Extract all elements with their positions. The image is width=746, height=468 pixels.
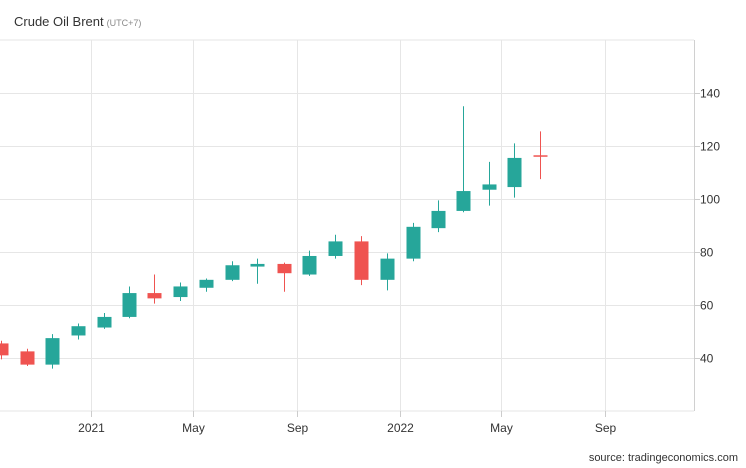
x-tick-label: May bbox=[182, 421, 205, 435]
candle-up bbox=[482, 161, 497, 206]
candle-up bbox=[225, 261, 240, 282]
candle-body bbox=[354, 241, 369, 280]
chart-title-block: Crude Oil Brent (UTC+7) bbox=[14, 13, 141, 31]
candle-body bbox=[277, 263, 292, 274]
candle-body bbox=[45, 338, 60, 365]
candle-down bbox=[533, 131, 548, 180]
candle-body bbox=[406, 226, 421, 259]
candle-body bbox=[225, 265, 240, 280]
candle-body bbox=[71, 326, 86, 336]
candle-up bbox=[431, 200, 446, 233]
x-tick-label: Sep bbox=[287, 421, 309, 435]
x-tick-label: 2022 bbox=[387, 421, 414, 435]
x-tick-label: 2021 bbox=[78, 421, 105, 435]
candle-body bbox=[380, 258, 395, 280]
candle-up bbox=[250, 258, 265, 284]
candle-down bbox=[277, 262, 292, 292]
candle-body bbox=[507, 157, 522, 188]
candle-body bbox=[533, 155, 548, 157]
candle-body bbox=[456, 191, 471, 211]
candle-down bbox=[147, 274, 162, 304]
candle-up bbox=[71, 323, 86, 340]
candle-up bbox=[122, 286, 137, 319]
y-tick-label: 120 bbox=[700, 140, 720, 154]
candle-up bbox=[380, 253, 395, 291]
candle-up bbox=[507, 143, 522, 198]
candle-up bbox=[173, 282, 188, 302]
candle-body bbox=[328, 241, 343, 256]
candle-body bbox=[147, 293, 162, 299]
y-tick-label: 60 bbox=[700, 299, 714, 313]
y-tick-label: 80 bbox=[700, 246, 714, 260]
candle-layer bbox=[0, 106, 548, 369]
candle-body bbox=[482, 184, 497, 190]
candle-up bbox=[45, 334, 60, 369]
y-tick-label: 40 bbox=[700, 352, 714, 366]
candle-body bbox=[302, 255, 317, 275]
candle-down bbox=[20, 348, 35, 366]
candle-up bbox=[302, 250, 317, 276]
candle-up bbox=[406, 222, 421, 262]
grid-layer bbox=[0, 39, 700, 417]
candle-up bbox=[328, 234, 343, 259]
y-tick-label: 100 bbox=[700, 193, 720, 207]
candle-body bbox=[20, 351, 35, 365]
candle-down bbox=[0, 340, 9, 360]
candle-down bbox=[354, 236, 369, 286]
candle-up bbox=[456, 106, 471, 213]
candle-body bbox=[122, 293, 137, 317]
candle-up bbox=[97, 312, 112, 329]
y-tick-label: 140 bbox=[700, 87, 720, 101]
candle-body bbox=[0, 343, 9, 356]
source-attribution: source: tradingeconomics.com bbox=[588, 452, 738, 464]
x-tick-label: Sep bbox=[595, 421, 617, 435]
candle-body bbox=[199, 279, 214, 288]
candle-body bbox=[250, 263, 265, 267]
x-tick-label: May bbox=[490, 421, 513, 435]
axis-layer: 40 60 80 100 120 140 2021 May Sep 2022 May Sep bbox=[78, 87, 720, 436]
timezone-label: (UTC+7) bbox=[106, 18, 142, 28]
candle-body bbox=[431, 210, 446, 229]
candle-body bbox=[173, 286, 188, 298]
chart-title: Crude Oil Brent bbox=[14, 14, 104, 29]
candle-up bbox=[199, 278, 214, 292]
candle-body bbox=[97, 316, 112, 328]
